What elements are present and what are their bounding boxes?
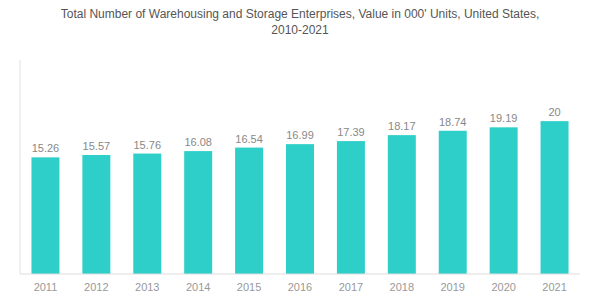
data-label: 18.74 xyxy=(439,116,467,128)
bar xyxy=(184,151,212,274)
data-label: 16.54 xyxy=(235,133,263,145)
data-label: 18.17 xyxy=(388,120,416,132)
x-axis-line xyxy=(20,274,580,275)
bar xyxy=(31,157,59,274)
bar xyxy=(133,154,161,274)
data-label: 15.57 xyxy=(83,140,111,152)
x-tick-label: 2014 xyxy=(186,281,210,293)
x-tick-label: 2021 xyxy=(542,281,566,293)
chart: Total Number of Warehousing and Storage … xyxy=(0,0,600,302)
data-label: 16.08 xyxy=(184,136,212,148)
data-label: 15.76 xyxy=(134,139,162,151)
bar xyxy=(541,121,569,274)
data-label: 20 xyxy=(548,106,560,118)
bar xyxy=(82,155,110,274)
x-tick-label: 2013 xyxy=(135,281,159,293)
data-label: 19.19 xyxy=(490,112,518,124)
x-tick-label: 2012 xyxy=(84,281,108,293)
x-tick-label: 2017 xyxy=(339,281,363,293)
x-tick-label: 2018 xyxy=(390,281,414,293)
bar xyxy=(439,131,467,274)
data-label: 17.39 xyxy=(337,126,365,138)
bar xyxy=(388,135,416,274)
x-tick-label: 2015 xyxy=(237,281,261,293)
bar xyxy=(235,148,263,274)
x-tick-label: 2011 xyxy=(34,281,58,293)
background xyxy=(0,0,600,302)
bars xyxy=(31,121,568,274)
bar xyxy=(337,141,365,274)
data-label: 15.26 xyxy=(32,142,60,154)
title: Total Number of Warehousing and Storage … xyxy=(61,7,540,37)
y-axis-line xyxy=(20,60,21,274)
data-label: 16.99 xyxy=(286,129,314,141)
bar xyxy=(286,144,314,274)
x-tick-label: 2019 xyxy=(440,281,464,293)
x-tick-label: 2016 xyxy=(288,281,312,293)
x-tick-label: 2020 xyxy=(491,281,515,293)
bar xyxy=(490,127,518,274)
